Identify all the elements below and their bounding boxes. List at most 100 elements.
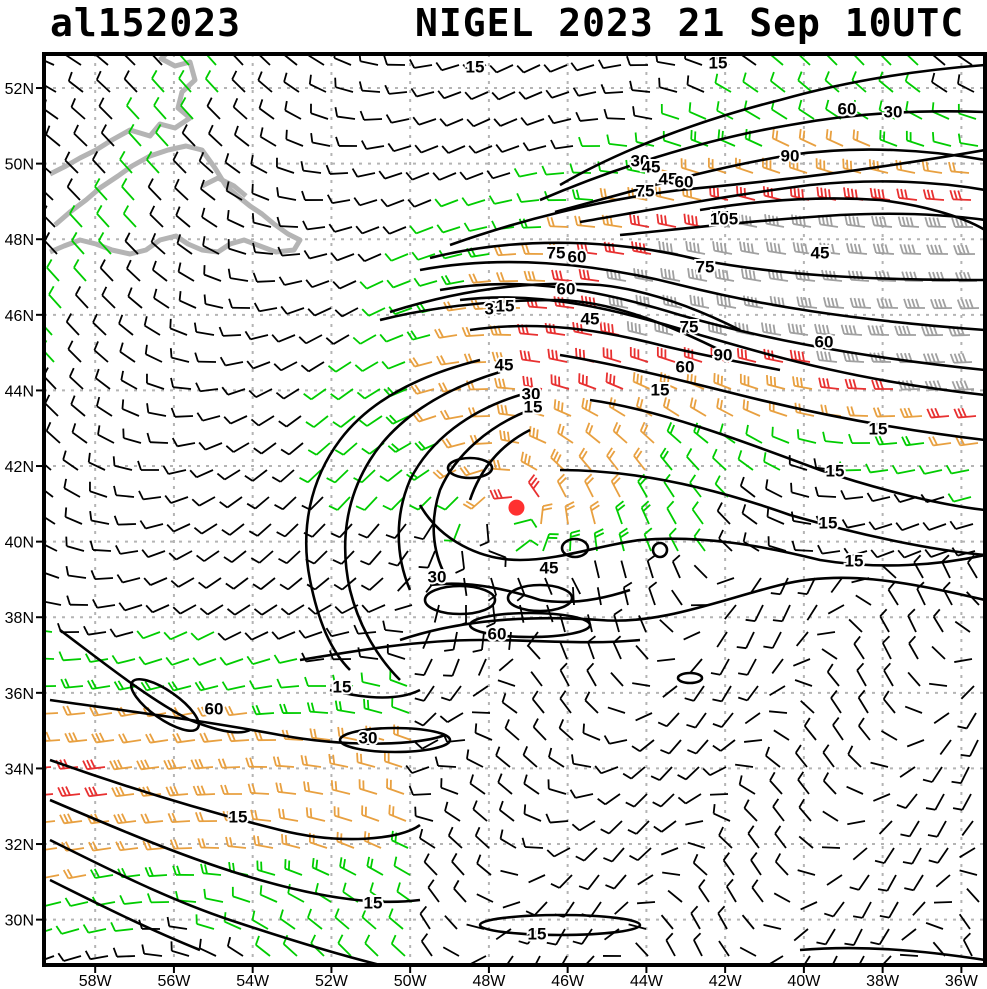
wind-barb (806, 604, 818, 621)
isotach-label: 15 (845, 551, 864, 570)
wind-barb (195, 811, 218, 823)
isotach-label: 30 (631, 151, 650, 170)
wind-barb (251, 213, 272, 228)
lat-label: 30N (5, 913, 34, 930)
wind-barb (496, 404, 518, 417)
wind-barb (141, 944, 163, 957)
wind-barb (143, 577, 168, 586)
wind-barb (796, 429, 817, 444)
wind-barb (718, 940, 730, 957)
wind-barb (716, 577, 735, 585)
wind-barb (913, 554, 924, 579)
wind-barb (575, 847, 598, 862)
wind-barb (89, 706, 113, 717)
wind-barb (741, 504, 758, 525)
wind-barb (518, 91, 543, 100)
wind-barb (441, 438, 466, 449)
wind-barb (64, 897, 89, 907)
wind-barb (712, 712, 734, 728)
wind-barb (724, 604, 737, 620)
wind-barb (522, 142, 547, 152)
wind-barb (194, 352, 217, 363)
wind-barb (769, 771, 783, 795)
wind-barb (118, 733, 142, 744)
wind-barb (151, 69, 165, 93)
wind-barb (299, 469, 322, 484)
wind-barb (298, 334, 323, 345)
wind-barb (558, 718, 574, 741)
wind-barb (434, 756, 457, 768)
wind-barb (822, 772, 837, 795)
wind-barb (687, 268, 708, 282)
isotach-label: 15 (333, 677, 352, 696)
wind-barb (495, 746, 511, 768)
wind-barb (962, 932, 973, 957)
wind-barb (361, 805, 380, 822)
wind-barb (192, 657, 217, 666)
wind-barb (166, 916, 188, 930)
wind-barb (407, 198, 432, 208)
wind-barb (744, 712, 761, 725)
wind-barb (550, 374, 570, 390)
wind-barb (698, 879, 710, 903)
wind-barb (444, 801, 461, 822)
wind-barb (282, 934, 298, 957)
isotach-label: 60 (205, 699, 224, 718)
wind-barb (622, 581, 633, 606)
wind-barb (941, 554, 951, 579)
wind-barb (305, 550, 328, 565)
wind-barb (800, 901, 818, 911)
wind-barb (328, 753, 349, 768)
wind-barb (87, 679, 111, 690)
wind-barb (360, 672, 381, 687)
wind-barb (276, 157, 295, 174)
wind-barb (334, 77, 354, 93)
wind-barb (677, 793, 702, 805)
wind-barb (472, 631, 485, 653)
wind-barb (540, 503, 553, 525)
wind-barb (434, 198, 459, 208)
wind-barb (253, 302, 278, 313)
wind-barb (718, 826, 733, 849)
wind-barb (653, 820, 677, 833)
wind-barb (472, 800, 488, 822)
isotach-label: 30 (428, 567, 447, 586)
lat-label: 50N (5, 157, 34, 174)
wind-barb (257, 71, 273, 93)
wind-barb (226, 604, 251, 616)
wind-barb (164, 494, 189, 504)
wind-barb (564, 501, 575, 525)
wind-barb (146, 403, 167, 417)
wind-barb (196, 412, 221, 422)
wind-barb (643, 527, 653, 552)
wind-barb (745, 604, 764, 623)
wind-barb (388, 550, 409, 567)
wind-barb (899, 407, 923, 419)
wind-barb (126, 97, 140, 120)
wind-barb (826, 663, 840, 687)
wind-barb (637, 874, 654, 886)
wind-barb (760, 322, 782, 336)
storm-name-date-title: NIGEL 2023 21 Sep 10UTC (415, 1, 965, 45)
wind-barb (709, 793, 729, 796)
wind-barb (192, 785, 216, 796)
wind-barb (959, 869, 978, 876)
wind-barb (361, 307, 386, 317)
wind-barb (244, 330, 269, 341)
wind-barb (253, 604, 278, 616)
wind-barb (737, 685, 759, 702)
wind-barb (951, 766, 970, 784)
wind-barb (690, 905, 701, 930)
wind-barb (195, 914, 215, 930)
wind-barb (559, 690, 572, 714)
wind-barb (887, 581, 899, 606)
wind-barb (364, 934, 379, 957)
wind-barb (476, 893, 494, 903)
wind-barb (688, 102, 707, 120)
wind-barb (550, 874, 573, 889)
wind-barb (491, 351, 514, 363)
wind-barb (925, 922, 944, 930)
wind-barb (798, 798, 812, 822)
wind-barb (686, 75, 705, 93)
isotach-label: 60 (838, 99, 857, 118)
